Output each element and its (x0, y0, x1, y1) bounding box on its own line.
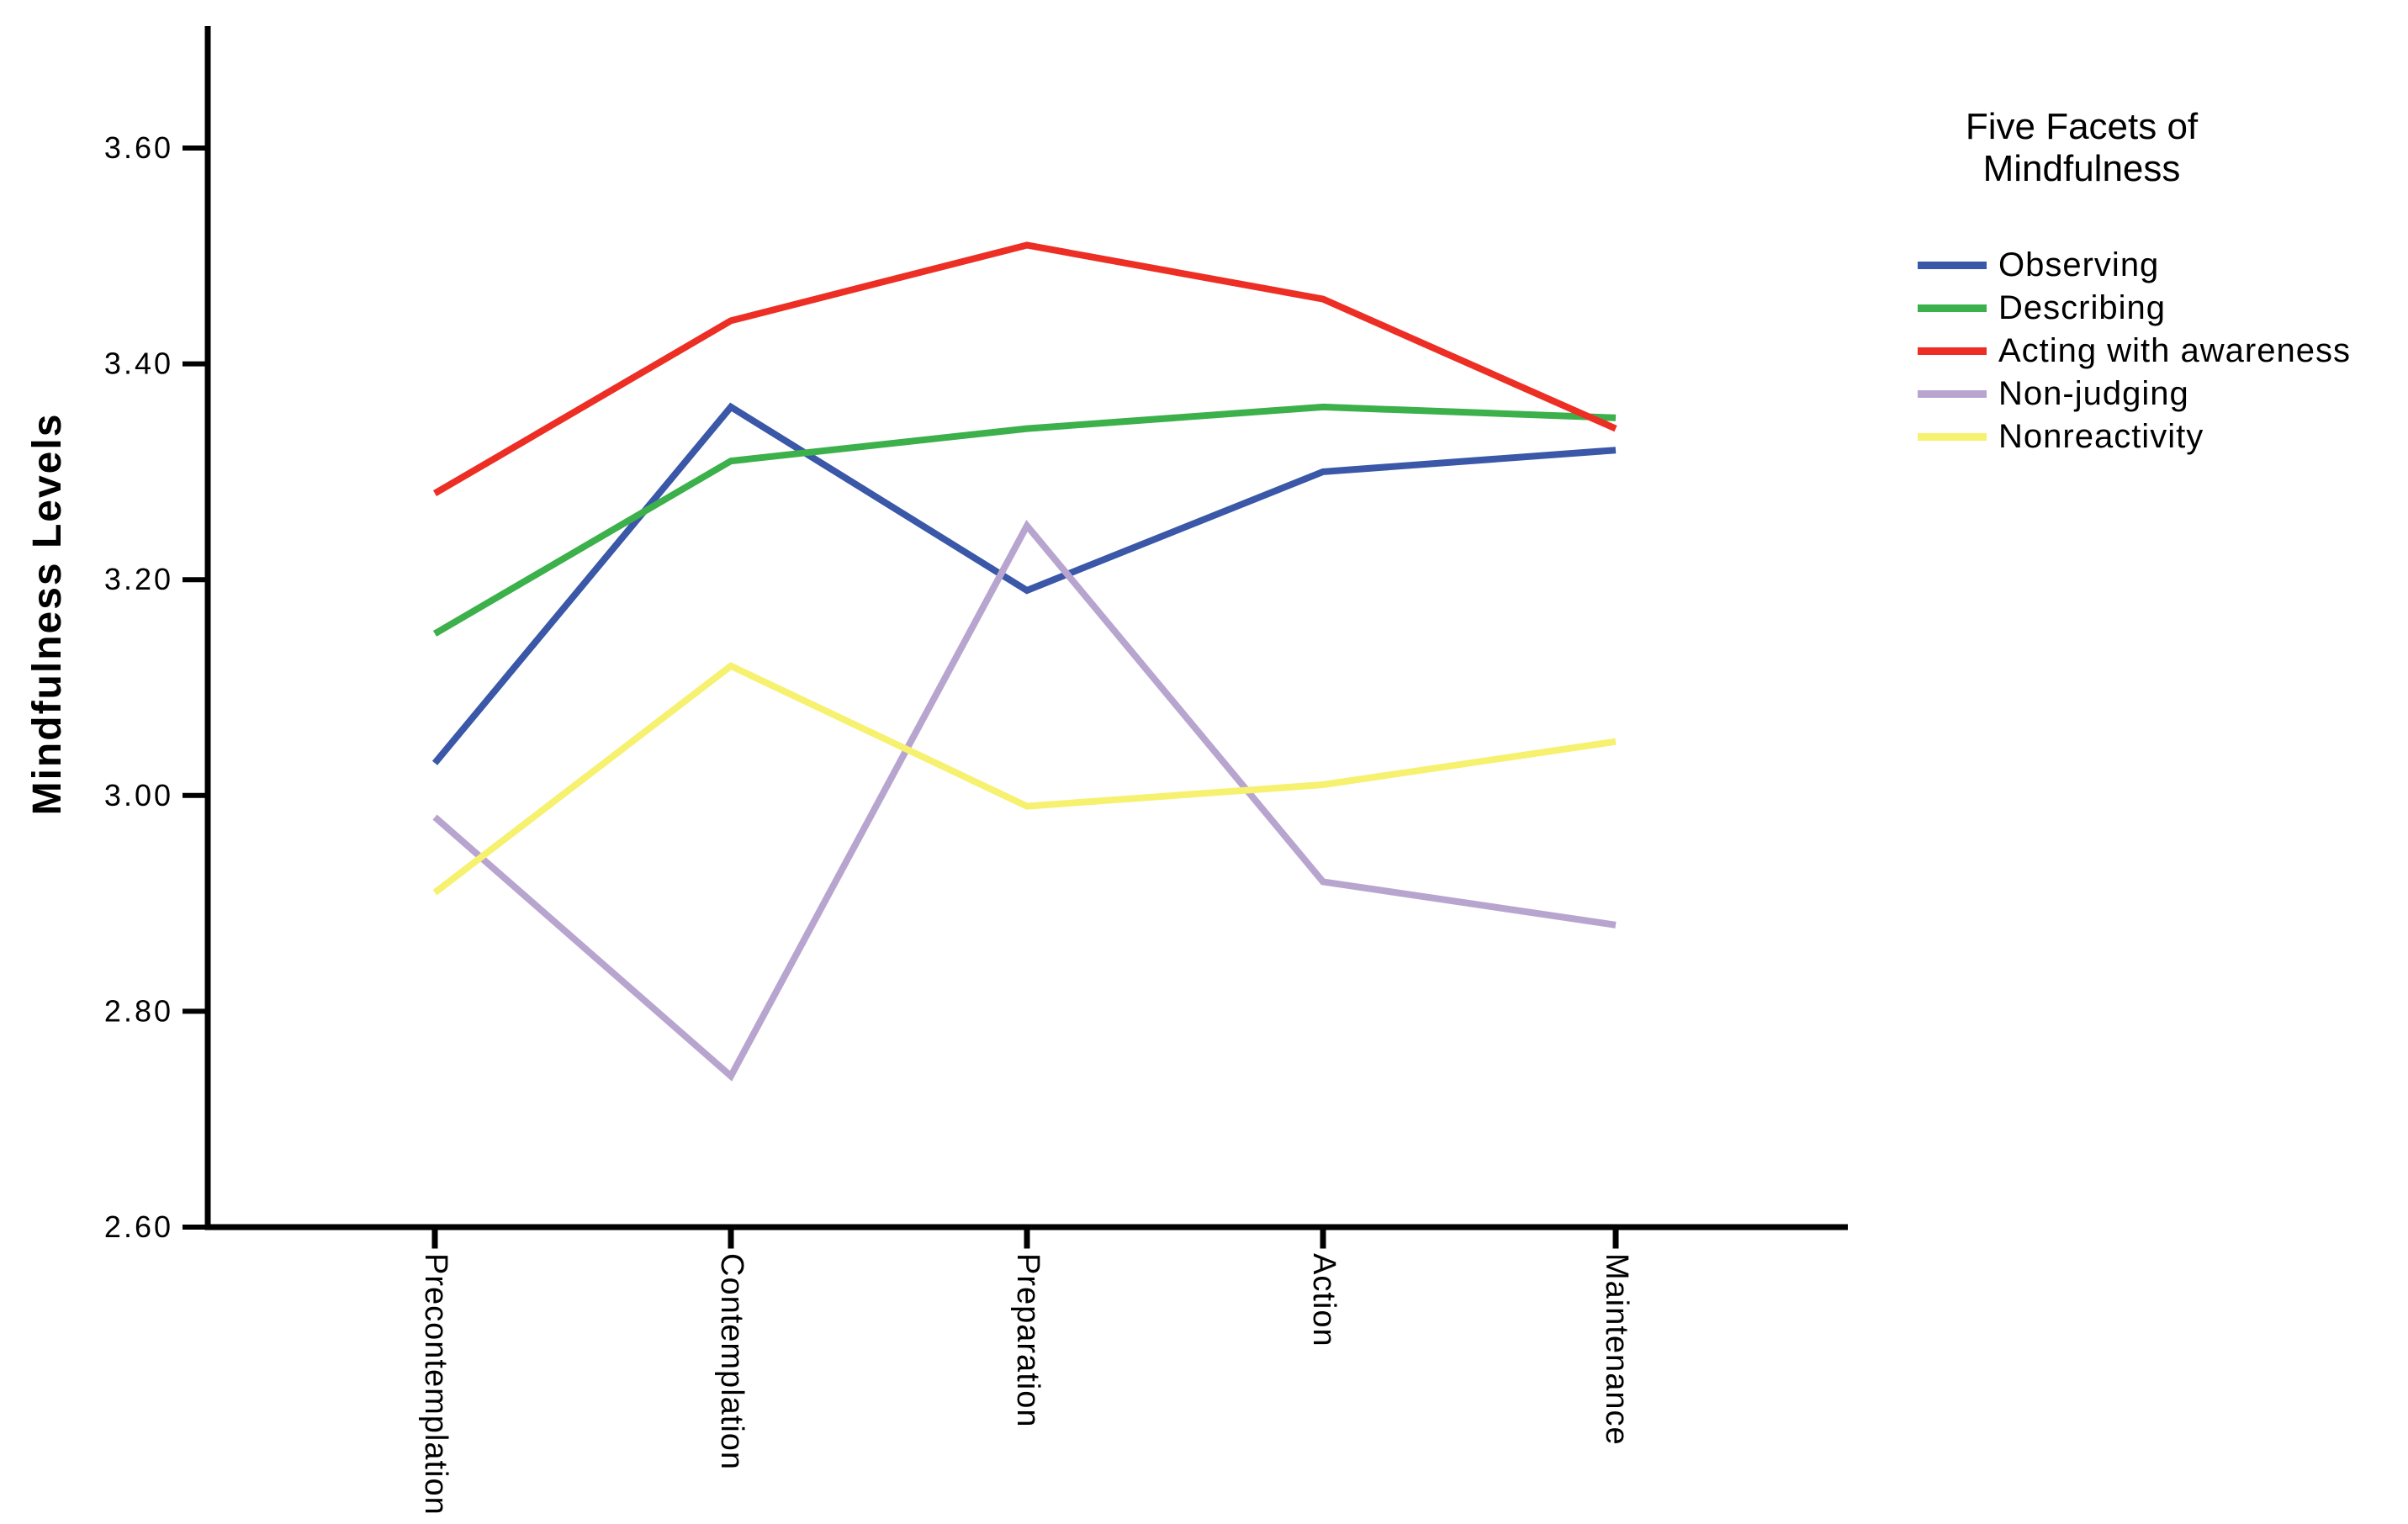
legend-label: Describing (1998, 289, 2166, 326)
legend-title: Five Facets of Mindfulness (1918, 106, 2246, 190)
legend-label: Nonreactivity (1998, 418, 2204, 455)
legend-swatch (1918, 347, 1987, 355)
legend-item: Nonreactivity (1918, 415, 2408, 458)
x-tick-label: Maintenance (1599, 1253, 1634, 1446)
legend: Five Facets of Mindfulness Observing Desc… (1918, 106, 2408, 458)
y-axis-title: Mindfulness Levels (25, 413, 70, 816)
legend-title-line2: Mindfulness (1982, 148, 2181, 189)
series-line-describing (432, 403, 1617, 637)
legend-swatch (1918, 262, 1987, 269)
legend-swatch (1918, 304, 1987, 312)
legend-items: Observing Describing Acting with awareness… (1918, 244, 2408, 458)
x-tick-label: Precontemplation (418, 1253, 453, 1516)
legend-item: Describing (1918, 287, 2408, 330)
y-tick-label: 3.20 (104, 562, 173, 596)
series-line-nonreactivity (432, 662, 1617, 896)
x-tick-label: Preparation (1010, 1253, 1045, 1427)
legend-label: Observing (1998, 246, 2160, 283)
legend-label: Acting with awareness (1998, 332, 2351, 369)
x-tick-label: Action (1306, 1253, 1342, 1347)
series-line-observing (431, 402, 1617, 765)
legend-title-line1: Five Facets of (1965, 106, 2199, 147)
series-line-non-judging (432, 519, 1617, 1082)
y-tick-label: 2.80 (104, 993, 173, 1028)
series-line-acting-with-awareness (432, 241, 1617, 497)
y-tick-label: 2.60 (104, 1209, 173, 1244)
series-lines-layer (431, 241, 1617, 1082)
y-tick-label: 3.00 (104, 778, 173, 812)
x-tick-label: Contemplation (714, 1253, 749, 1470)
y-tick-label: 3.40 (104, 347, 173, 381)
axes-layer: 3.60 3.40 3.20 3.00 2.80 2.60 Precontemplation… (104, 26, 1848, 1516)
legend-swatch (1918, 433, 1987, 441)
legend-item: Acting with awareness (1918, 330, 2408, 373)
legend-label: Non-judging (1998, 375, 2189, 412)
y-tick-label: 3.60 (104, 130, 173, 165)
legend-item: Observing (1918, 244, 2408, 287)
legend-swatch (1918, 390, 1987, 398)
legend-item: Non-judging (1918, 373, 2408, 415)
